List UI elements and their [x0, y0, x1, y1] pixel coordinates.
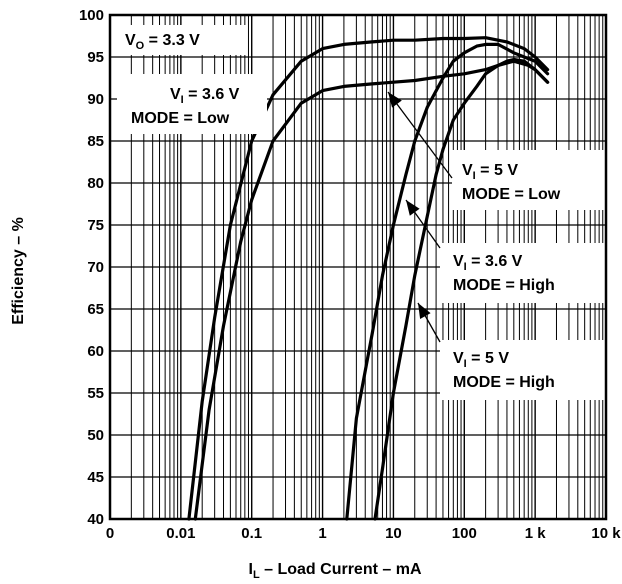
annotation-line1: VI = 5 V — [453, 350, 509, 370]
y-tick-label: 70 — [87, 259, 104, 276]
annotation-line1: VI = 3.6 V — [170, 86, 240, 106]
arrow-head-icon — [418, 303, 431, 319]
series-line — [345, 42, 550, 521]
x-axis-label-rest: – Load Current – mA — [260, 561, 422, 578]
x-axis-label-main: I — [249, 561, 253, 578]
annotation-line1: VI = 5 V — [462, 162, 518, 182]
y-tick-label: 50 — [87, 427, 104, 444]
x-tick-label: 0 — [106, 525, 114, 542]
annotation-box — [117, 74, 267, 134]
annotation-box — [117, 25, 247, 55]
series-line — [373, 57, 550, 521]
arrow-head-icon — [388, 92, 402, 108]
annotation-line1: VI = 3.6 V — [453, 253, 523, 273]
annotation-a5high: VI = 5 V MODE = High — [417, 302, 606, 400]
annotation-a5low: VI = 5 V MODE = Low — [387, 91, 605, 210]
annotation-box — [440, 243, 606, 303]
x-tick-label: 1 — [318, 525, 326, 542]
annotation-line2: MODE = High — [453, 374, 555, 391]
y-axis-label: Efficiency – % — [10, 217, 27, 325]
y-tick-label: 65 — [87, 301, 104, 318]
x-tick-label: 10 — [385, 525, 402, 542]
series-line — [187, 36, 550, 521]
annotation-a36high: VI = 3.6 V MODE = High — [405, 199, 606, 303]
y-tick-label: 85 — [87, 133, 104, 150]
y-tick-label: 60 — [87, 343, 104, 360]
x-tick-label: 10 k — [591, 525, 621, 542]
series-line — [193, 59, 550, 521]
y-tick-label: 45 — [87, 469, 104, 486]
annotation-box — [440, 340, 606, 400]
annotation-a36low: VI = 3.6 V MODE = Low — [117, 74, 267, 134]
arrow-head-icon — [406, 200, 420, 216]
annotations: VO = 3.3 V VI = 3.6 V MODE = Low VI = 5 V MO… — [117, 25, 606, 400]
annotation-line2: MODE = High — [453, 277, 555, 294]
annotation-vo: VO = 3.3 V — [117, 25, 247, 55]
y-tick-label: 80 — [87, 175, 104, 192]
y-tick-label: 40 — [87, 511, 104, 528]
x-tick-label: 0.1 — [241, 525, 262, 542]
tick-labels: 0 0.01 0.1 1 10 100 1 k 10 k 40 45 50 55 60 65 70 75 80 8… — [79, 7, 621, 542]
y-tick-label: 100 — [79, 7, 104, 24]
y-tick-label: 75 — [87, 217, 104, 234]
y-tick-label: 90 — [87, 91, 104, 108]
annotation-arrow — [387, 91, 453, 179]
x-axis-label: IL – Load Current – mA — [249, 561, 422, 581]
x-axis-label-sub: L — [253, 569, 260, 581]
annotation-line2: MODE = Low — [462, 186, 561, 203]
annotation-line1: VO = 3.3 V — [125, 32, 200, 52]
annotation-box — [452, 150, 605, 210]
x-tick-label: 1 k — [525, 525, 547, 542]
x-tick-label: 100 — [452, 525, 477, 542]
plot-frame — [108, 13, 608, 521]
y-tick-label: 95 — [87, 49, 104, 66]
y-tick-label: 55 — [87, 385, 104, 402]
series-lines — [187, 36, 550, 521]
annotation-line2: MODE = Low — [131, 110, 230, 127]
x-tick-label: 0.01 — [166, 525, 195, 542]
